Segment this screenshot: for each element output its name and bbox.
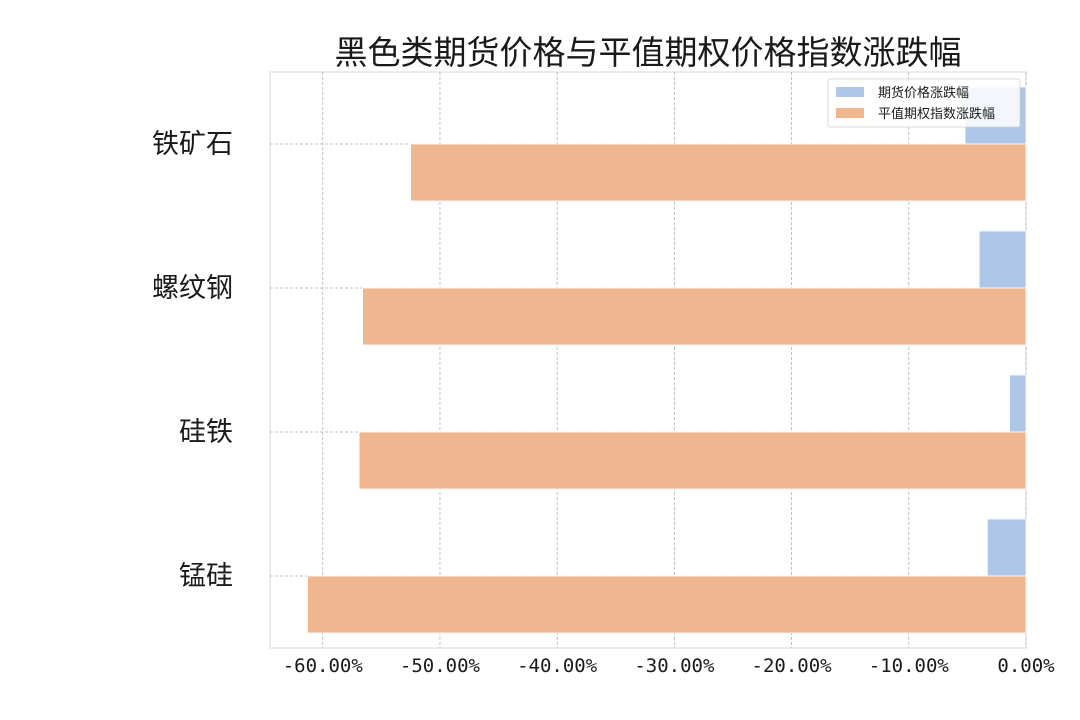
x-tick-label: -40.00%	[517, 655, 598, 677]
legend: 期货价格涨跌幅 平值期权指数涨跌幅	[827, 78, 1021, 128]
bar-options	[362, 287, 1027, 346]
bar-options	[358, 431, 1027, 490]
legend-swatch-options	[836, 108, 864, 118]
category-label: 硅铁	[179, 417, 233, 448]
legend-swatch-futures	[836, 87, 864, 97]
legend-label-options: 平值期权指数涨跌幅	[878, 106, 995, 122]
x-tick-label: -10.00%	[869, 655, 950, 677]
chart-title: 黑色类期货价格与平值期权价格指数涨跌幅	[335, 33, 962, 72]
bar-futures	[1009, 374, 1027, 433]
category-label: 铁矿石	[152, 129, 233, 160]
x-tick-label: -60.00%	[283, 655, 364, 677]
x-tick-label: -50.00%	[400, 655, 481, 677]
legend-label-futures: 期货价格涨跌幅	[878, 85, 969, 101]
legend-box	[827, 78, 1021, 128]
category-label: 锰硅	[179, 561, 233, 592]
bar-futures	[986, 518, 1027, 577]
x-tick-labels: -60.00% -50.00% -40.00% -30.00% -20.00% -10.0…	[283, 655, 1055, 677]
bar-options	[410, 143, 1027, 202]
bar-options	[307, 575, 1027, 634]
x-tick-label: -20.00%	[752, 655, 833, 677]
bar-futures	[978, 230, 1027, 289]
x-tick-label: -30.00%	[634, 655, 715, 677]
category-label: 螺纹钢	[152, 273, 233, 304]
x-tick-label: 0.00%	[997, 655, 1055, 677]
bars	[307, 86, 1027, 634]
